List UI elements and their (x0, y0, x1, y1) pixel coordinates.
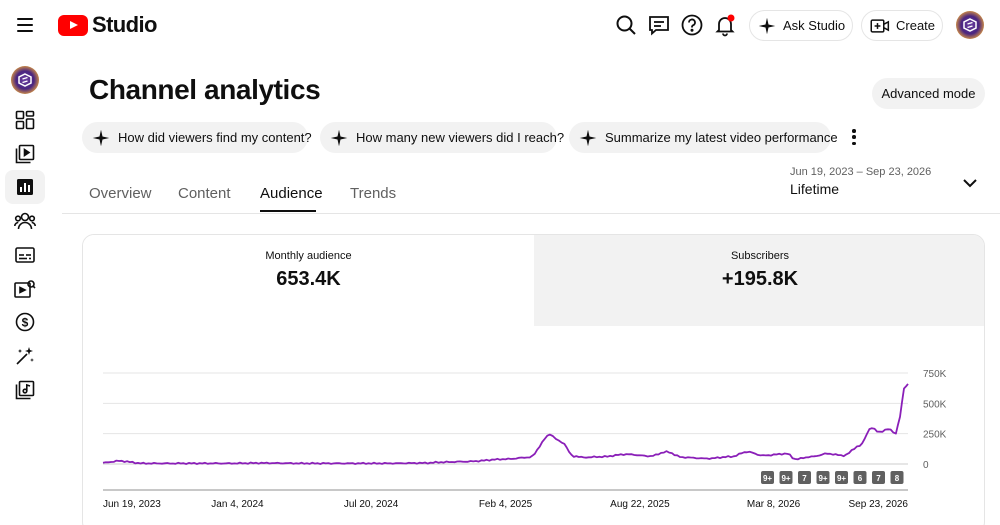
metric-value: 653.4K (276, 268, 341, 290)
more-options-icon[interactable] (845, 126, 863, 148)
channel-logo-icon (18, 73, 32, 87)
series-line-monthly-audience (102, 383, 909, 465)
create-button[interactable]: Create (861, 10, 943, 41)
x-tick-label: Jun 19, 2023 (103, 499, 161, 510)
video-marker-label: 9+ (781, 474, 790, 483)
video-marker (835, 471, 848, 484)
y-tick-label: 750K (923, 369, 947, 380)
sidebar-item-subtitles[interactable] (5, 238, 45, 272)
studio-logo[interactable]: Studio (58, 12, 157, 37)
search-icon[interactable] (614, 13, 638, 37)
sidebar-item-content[interactable] (5, 137, 45, 171)
video-marker (872, 471, 885, 484)
top-bar: Studio Ask Studio Create (0, 0, 1000, 52)
sidebar-item-customization[interactable] (5, 339, 45, 373)
video-marker-label: 7 (802, 474, 807, 483)
metric-label: Subscribers (730, 250, 790, 262)
analytics-card: Monthly audience 653.4K Subscribers +195… (82, 234, 985, 525)
account-avatar[interactable] (956, 11, 984, 39)
y-tick-label: 0 (923, 460, 929, 471)
customization-icon (16, 347, 34, 365)
create-video-icon (870, 18, 890, 33)
community-icon (14, 212, 36, 230)
video-marker-label: 6 (858, 474, 863, 483)
sidebar-item-copyright[interactable] (5, 272, 45, 306)
advanced-mode-button[interactable]: Advanced mode (872, 78, 985, 109)
channel-logo-icon (963, 18, 977, 32)
metric-label: Monthly audience (265, 250, 352, 262)
chip-label: How did viewers find my content? (118, 130, 312, 145)
sidebar-item-dashboard[interactable] (5, 103, 45, 137)
tab-overview[interactable]: Overview (89, 185, 152, 202)
youtube-logo-icon (58, 14, 88, 36)
suggestion-chip-summarize[interactable]: Summarize my latest video performance (569, 122, 838, 153)
help-icon[interactable] (680, 13, 704, 37)
tab-content[interactable]: Content (178, 185, 231, 202)
video-marker-label: 9+ (763, 474, 772, 483)
page-title: Channel analytics (89, 74, 321, 105)
chevron-down-icon[interactable] (962, 176, 978, 190)
y-tick-label: 500K (923, 399, 947, 410)
analytics-icon (17, 179, 33, 195)
tab-divider (62, 213, 1000, 214)
logo-text: Studio (92, 12, 157, 37)
create-label: Create (896, 18, 936, 33)
video-marker (798, 471, 811, 484)
metric-value: +195.8K (721, 268, 799, 290)
sidebar-item-community[interactable] (5, 204, 45, 238)
sparkle-icon (579, 129, 597, 146)
video-marker-label: 9+ (818, 474, 827, 483)
sparkle-icon (92, 129, 110, 146)
date-period-label[interactable]: Lifetime (790, 181, 840, 197)
x-tick-label: Jan 4, 2024 (211, 499, 264, 510)
chip-label: How many new viewers did I reach? (356, 130, 565, 145)
x-tick-label: Jul 20, 2024 (344, 499, 399, 510)
video-marker-label: 9+ (837, 474, 846, 483)
channel-avatar[interactable] (11, 66, 39, 94)
x-tick-label: Feb 4, 2025 (479, 499, 533, 510)
audience-line-chart: 750K 500K 250K 0 9+ 9+ 7 9+ 9+ 6 7 8 Jun 19, 2023 Jan… (102, 369, 947, 510)
copyright-icon (14, 280, 36, 298)
sparkle-icon (330, 129, 348, 146)
video-marker (853, 471, 867, 484)
video-marker-label: 8 (895, 474, 900, 483)
svg-text:$: $ (22, 316, 29, 330)
notifications-icon[interactable] (713, 13, 737, 37)
dashboard-icon (15, 110, 35, 130)
suggestion-chip-new-viewers[interactable]: How many new viewers did I reach? (320, 122, 564, 153)
sparkle-icon (758, 17, 776, 34)
content-icon (15, 144, 35, 164)
audio-library-icon (15, 380, 35, 400)
metric-tab-monthly-audience[interactable]: Monthly audience 653.4K (83, 235, 534, 326)
y-tick-label: 250K (923, 430, 947, 441)
metric-tab-subscribers[interactable]: Subscribers +195.8K (534, 235, 984, 326)
tab-trends[interactable]: Trends (350, 185, 397, 202)
video-marker-label: 7 (876, 474, 881, 483)
video-marker (816, 471, 830, 484)
ask-studio-button[interactable]: Ask Studio (749, 10, 853, 41)
video-marker (761, 471, 774, 484)
subtitles-icon (15, 247, 35, 263)
video-marker (779, 471, 793, 484)
sidebar-item-earn[interactable]: $ (5, 305, 45, 339)
menu-icon[interactable] (14, 13, 38, 37)
chip-label: Summarize my latest video performance (605, 130, 838, 145)
active-tab-indicator (260, 210, 316, 212)
tab-audience[interactable]: Audience (260, 185, 323, 202)
video-marker (890, 471, 904, 484)
x-tick-label: Aug 22, 2025 (610, 499, 670, 510)
suggestion-chip-traffic[interactable]: How did viewers find my content? (82, 122, 312, 153)
sidebar-item-analytics[interactable] (5, 170, 45, 204)
ask-studio-label: Ask Studio (783, 18, 846, 33)
feedback-icon[interactable] (647, 13, 671, 37)
x-tick-label: Sep 23, 2026 (849, 499, 909, 510)
date-range-text[interactable]: Jun 19, 2023 – Sep 23, 2026 (790, 166, 932, 178)
sidebar-item-audio-library[interactable] (5, 373, 45, 407)
x-tick-label: Mar 8, 2026 (747, 499, 801, 510)
earn-icon: $ (15, 312, 35, 332)
